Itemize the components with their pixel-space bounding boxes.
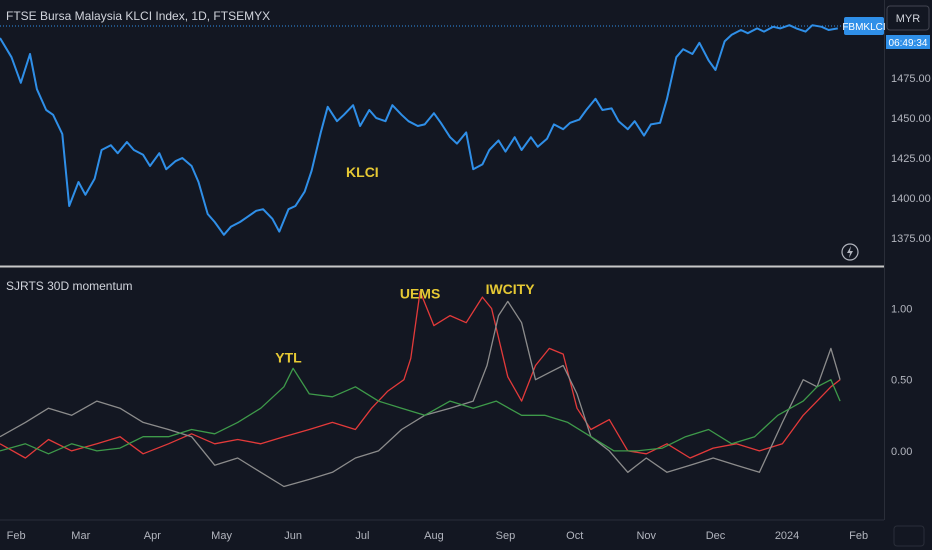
annotation-uems: UEMS (400, 286, 440, 302)
x-tick-label: Jul (355, 530, 369, 542)
currency-button-bg (886, 5, 930, 31)
y-tick-label: 1400.00 (891, 193, 931, 205)
klci-line (0, 24, 838, 236)
x-tick-label: Apr (144, 530, 161, 542)
symbol-price-label: FBMKLCI 06:49:34 (842, 17, 930, 49)
currency-button-label: MYR (896, 13, 921, 25)
x-tick-label: Nov (636, 530, 656, 542)
x-tick-label: 2024 (775, 530, 799, 542)
time-axis[interactable]: Feb Mar Apr May Jun Jul Aug Sep Oct Nov Dec 2024 Feb (7, 530, 868, 542)
symbol-badge-bg (844, 17, 884, 35)
x-tick-label: Jun (284, 530, 302, 542)
x-tick-label: Oct (566, 530, 583, 542)
currency-button[interactable]: MYR (886, 5, 930, 31)
main-chart-title: FTSE Bursa Malaysia KLCI Index, 1D, FTSE… (6, 9, 270, 23)
lightning-icon (847, 246, 853, 258)
y-tick-label: 1.00 (891, 303, 912, 315)
ytl-line (0, 367, 841, 455)
y-tick-label: 1425.00 (891, 153, 931, 165)
top-pane[interactable]: FTSE Bursa Malaysia KLCI Index, 1D, FTSE… (0, 9, 931, 261)
replay-button[interactable] (841, 243, 859, 261)
iwcity-line (0, 300, 841, 488)
top-annotations: KLCI (346, 164, 379, 180)
bottom-annotations: YTL UEMS IWCITY (275, 281, 535, 365)
y-tick-label: 0.50 (891, 375, 912, 387)
y-tick-label: 1450.00 (891, 113, 931, 125)
annotation-iwcity: IWCITY (486, 281, 536, 297)
x-tick-label: Feb (849, 530, 868, 542)
top-y-axis: 1375.00 1400.00 1425.00 1450.00 1475.00 (891, 73, 931, 245)
y-tick-label: 1375.00 (891, 233, 931, 245)
uems-line (0, 290, 841, 459)
x-tick-label: Aug (424, 530, 444, 542)
klci-series-group (0, 24, 838, 236)
countdown-label: 06:49:34 (889, 38, 928, 49)
indicator-title: SJRTS 30D momentum (6, 279, 133, 293)
bottom-pane[interactable]: SJRTS 30D momentum 0.00 0.50 1.00 YTL UEMS I… (0, 279, 912, 488)
x-tick-label: Sep (496, 530, 516, 542)
x-tick-label: Feb (7, 530, 26, 542)
symbol-badge: FBMKLCI (842, 22, 885, 33)
x-tick-label: Dec (706, 530, 726, 542)
annotation-klci: KLCI (346, 164, 379, 180)
axis-settings-button[interactable] (893, 525, 925, 547)
countdown-bg (886, 35, 930, 49)
momentum-series-group (0, 290, 841, 488)
bottom-y-axis: 0.00 0.50 1.00 (891, 303, 912, 457)
x-tick-label: Mar (71, 530, 90, 542)
y-tick-label: 1475.00 (891, 73, 931, 85)
y-tick-label: 0.00 (891, 446, 912, 458)
x-tick-label: May (211, 530, 232, 542)
replay-circle (841, 243, 859, 261)
annotation-ytl: YTL (275, 350, 302, 366)
